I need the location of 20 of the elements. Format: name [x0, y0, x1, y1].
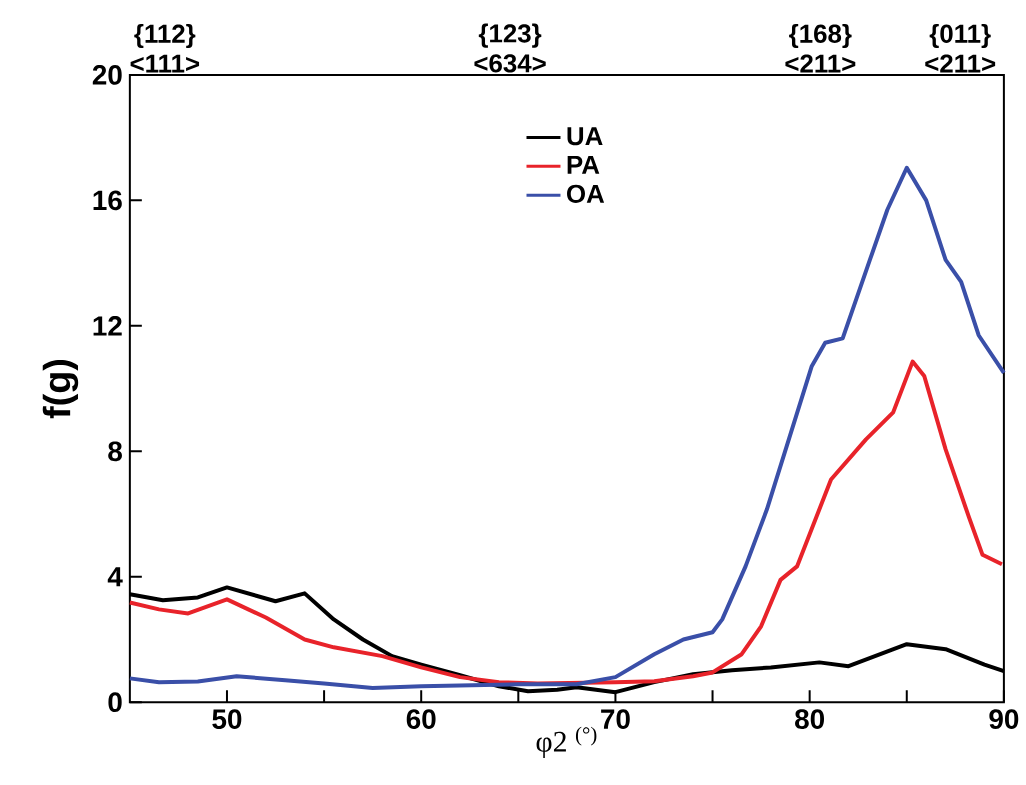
text: {011} <211>	[925, 23, 996, 73]
x-tick-label: 80	[795, 709, 825, 729]
text: {112} <111>	[130, 23, 200, 73]
y-tick-label: 20	[92, 64, 122, 85]
x-axis-title: φ2 $^{(°)}$	[536, 726, 597, 758]
y-tick-label: 8	[108, 441, 122, 462]
legend-label: OA	[567, 184, 605, 203]
text: {123} <634>	[474, 23, 546, 73]
legend-label: PA	[567, 155, 600, 174]
y-tick-label: 16	[93, 190, 122, 211]
y-tick-label: 12	[93, 316, 122, 336]
text: {168} <211>	[785, 23, 856, 73]
y-axis-title: f(g)	[42, 359, 79, 419]
x-tick-label: 50	[212, 709, 242, 729]
x-tick-label: 70	[601, 709, 630, 729]
y-tick-label: 0	[108, 692, 122, 713]
y-tick-label: 4	[107, 567, 123, 587]
legend-label: UA	[567, 127, 603, 146]
x-tick-label: 90	[989, 709, 1019, 729]
x-tick-label: 60	[406, 709, 436, 729]
